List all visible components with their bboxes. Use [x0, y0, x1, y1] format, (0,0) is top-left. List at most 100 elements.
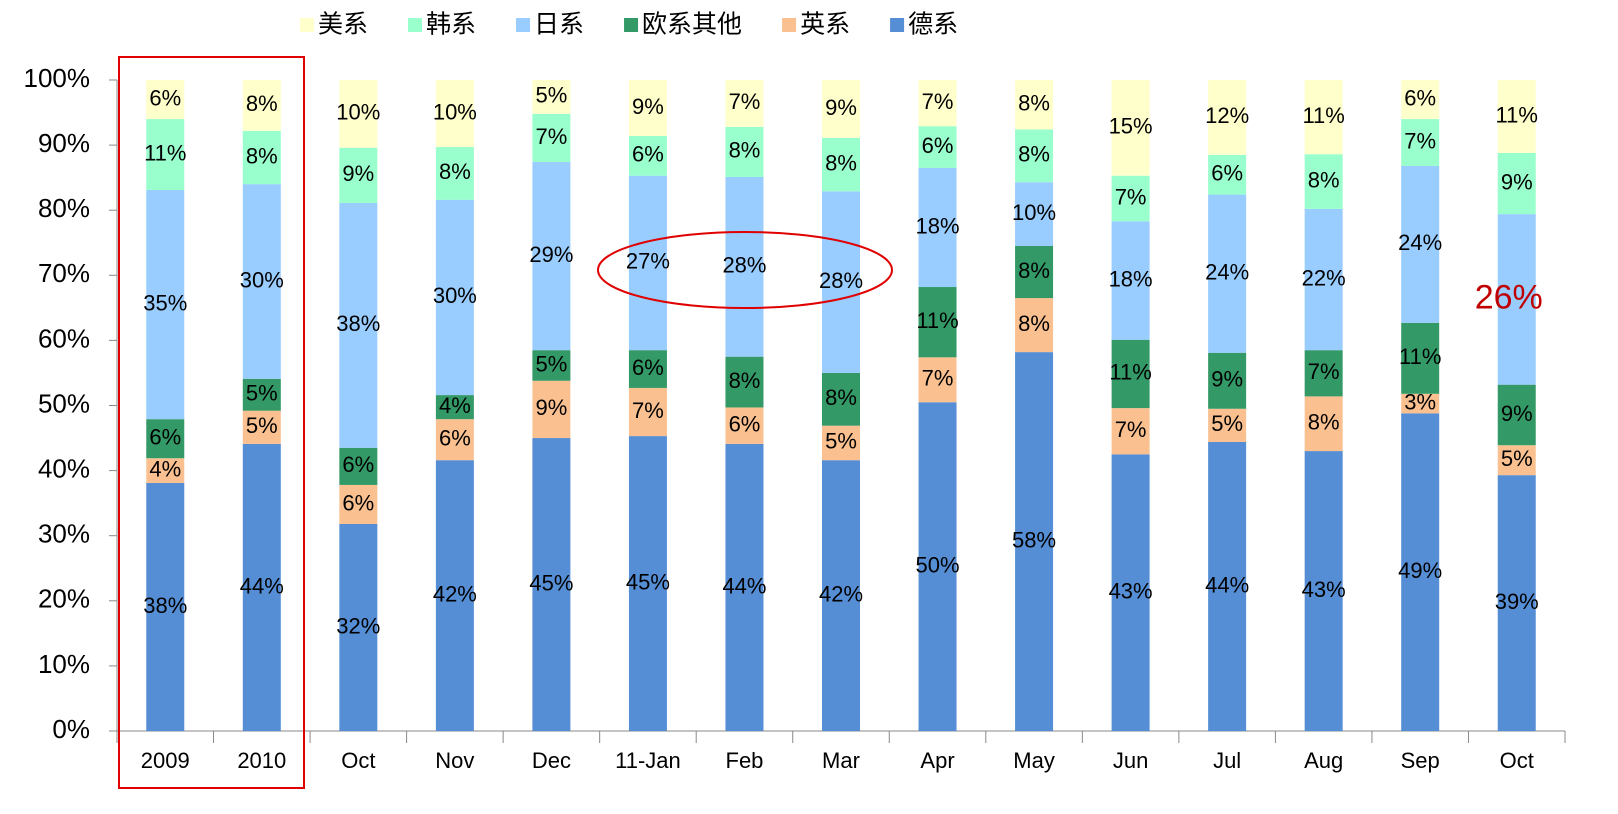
bar-segment — [1401, 80, 1440, 120]
data-label: 10% — [433, 99, 477, 124]
bar-segment — [532, 350, 571, 381]
legend-label: 欧系其他 — [642, 11, 742, 39]
legend-swatch — [300, 18, 314, 32]
bar-segment — [435, 460, 474, 731]
x-tick-label: 11-Jan — [615, 748, 681, 773]
data-label: 18% — [916, 213, 960, 238]
data-label: 24% — [1205, 259, 1249, 284]
bar-segment — [1497, 152, 1536, 215]
bar-segment — [822, 460, 860, 731]
data-label: 6% — [632, 142, 664, 167]
bar-segment — [242, 130, 281, 185]
bar-segment — [1111, 408, 1150, 455]
bar-segment — [435, 147, 474, 200]
highlight-ellipse — [597, 231, 893, 309]
data-label: 8% — [246, 143, 278, 168]
data-label: 29% — [529, 242, 573, 267]
legend-swatch — [782, 18, 797, 32]
y-tick-label: 40% — [38, 453, 90, 483]
bar-segment — [1401, 119, 1440, 166]
bar-segment — [918, 80, 957, 127]
legend-swatch — [890, 18, 905, 32]
data-label: 28% — [722, 253, 766, 278]
bar-segment — [435, 419, 474, 461]
data-label: 8% — [825, 385, 857, 410]
bar-segment — [1208, 194, 1247, 353]
bar-segment — [146, 190, 185, 420]
bar-segment — [339, 80, 378, 148]
data-label: 6% — [342, 452, 374, 477]
bar-segment — [1304, 80, 1343, 155]
data-label: 58% — [1012, 527, 1056, 552]
bar-segment — [725, 80, 764, 127]
bar-segment — [1208, 80, 1247, 155]
data-label: 8% — [1018, 142, 1050, 167]
data-label: 9% — [1501, 401, 1533, 426]
data-label: 28% — [819, 268, 863, 293]
bar-segment — [1497, 445, 1536, 476]
data-label: 8% — [1018, 91, 1050, 116]
legend-label: 美系 — [318, 11, 368, 39]
y-tick-label: 30% — [38, 519, 90, 549]
bar-segment — [628, 387, 667, 437]
data-label: 7% — [729, 89, 761, 114]
x-tick-label: Nov — [435, 748, 474, 773]
bar-segment — [146, 458, 185, 483]
data-label: 10% — [336, 100, 380, 125]
y-tick-label: 80% — [38, 193, 90, 223]
bar-segment — [242, 378, 281, 411]
data-label: 6% — [1211, 161, 1243, 186]
bar-segment — [1111, 221, 1150, 340]
bar-segment — [1304, 154, 1343, 209]
data-label: 8% — [729, 138, 761, 163]
bar-segment — [1497, 475, 1536, 731]
data-label: 8% — [439, 159, 471, 184]
bar-segment — [532, 80, 571, 114]
data-label: 35% — [143, 290, 187, 315]
data-label: 5% — [246, 381, 278, 406]
bar-segment — [435, 80, 474, 148]
data-label: 30% — [433, 283, 477, 308]
data-label: 8% — [1308, 167, 1340, 192]
y-tick-label: 70% — [38, 258, 90, 288]
bar-segment — [822, 137, 860, 192]
y-tick-label: 10% — [38, 649, 90, 679]
bar-segment — [532, 380, 571, 439]
bar-segment — [1208, 408, 1247, 442]
data-label: 6% — [149, 425, 181, 450]
bar-segment — [1111, 454, 1150, 731]
data-label: 38% — [336, 311, 380, 336]
data-label: 44% — [722, 573, 766, 598]
bar-segment — [1208, 154, 1247, 195]
data-label: 6% — [439, 425, 471, 450]
data-label: 8% — [729, 368, 761, 393]
bar-segment — [1208, 352, 1247, 409]
bar-segment — [725, 356, 764, 408]
bar-segment — [339, 147, 378, 204]
x-tick-label: Jun — [1113, 748, 1148, 773]
x-tick-label: 2009 — [141, 748, 190, 773]
data-label: 42% — [433, 581, 477, 606]
data-label: 4% — [149, 456, 181, 481]
data-label: 8% — [825, 150, 857, 175]
bar-segment — [1304, 396, 1343, 452]
data-label: 43% — [1109, 578, 1153, 603]
bar-segment — [628, 80, 667, 136]
bar-segment — [1015, 352, 1054, 731]
data-label: 15% — [1109, 114, 1153, 139]
bar-segment — [242, 443, 281, 731]
bar-segment — [1015, 298, 1054, 353]
data-label: 38% — [143, 593, 187, 618]
data-label: 30% — [240, 267, 284, 292]
legend-label: 日系 — [534, 11, 584, 39]
x-tick-label: Oct — [341, 748, 375, 773]
bar-segment — [1208, 441, 1247, 731]
x-tick-label: Oct — [1500, 748, 1534, 773]
bar-segment — [918, 287, 957, 358]
legend-swatch — [408, 18, 423, 32]
data-label: 18% — [1109, 266, 1153, 291]
bar-segment — [435, 395, 474, 420]
data-label: 7% — [1115, 184, 1147, 209]
x-tick-label: Mar — [822, 748, 860, 773]
